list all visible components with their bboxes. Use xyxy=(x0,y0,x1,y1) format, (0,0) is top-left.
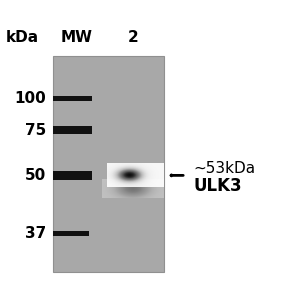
Text: 75: 75 xyxy=(25,122,46,137)
Text: 37: 37 xyxy=(25,226,46,241)
Text: MW: MW xyxy=(61,30,92,45)
Bar xyxy=(52,171,92,180)
Bar xyxy=(52,96,92,101)
Text: kDa: kDa xyxy=(6,30,39,45)
Text: 50: 50 xyxy=(25,168,46,183)
Text: 2: 2 xyxy=(128,30,139,45)
Bar xyxy=(52,56,164,272)
Text: 100: 100 xyxy=(15,91,46,106)
Text: ULK3: ULK3 xyxy=(194,177,242,195)
Bar xyxy=(52,126,92,134)
Text: ~53kDa: ~53kDa xyxy=(194,161,256,176)
Bar xyxy=(52,231,88,236)
